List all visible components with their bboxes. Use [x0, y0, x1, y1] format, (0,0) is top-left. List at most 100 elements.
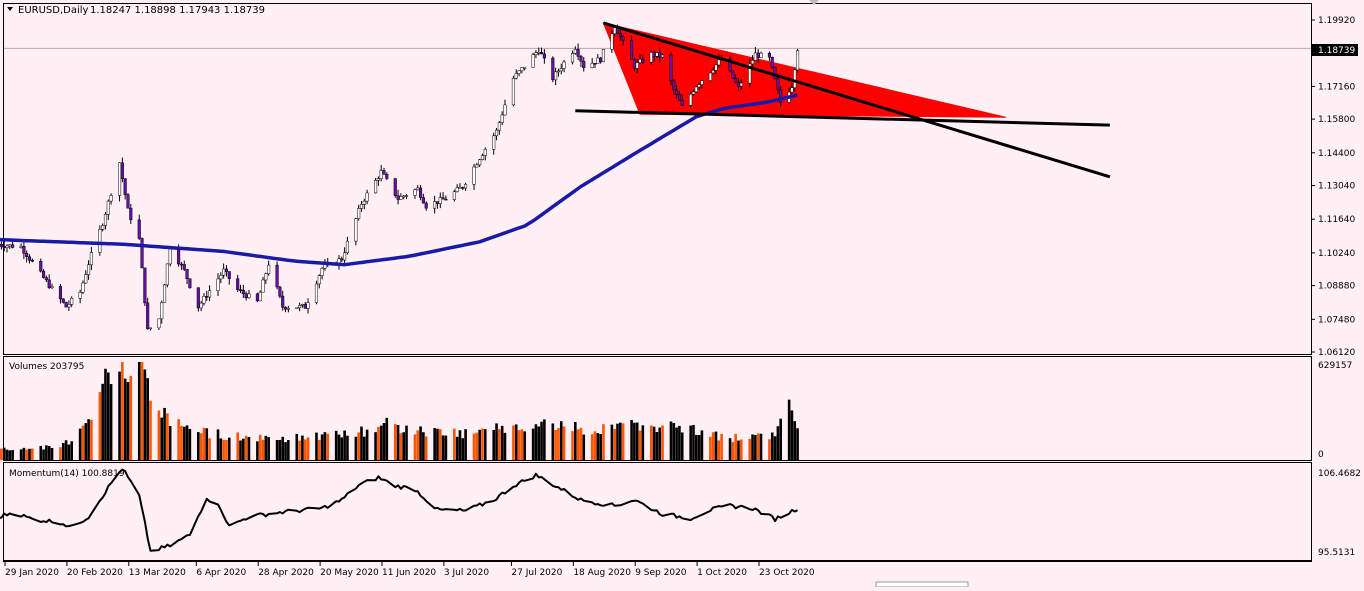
volume-bar [537, 426, 541, 460]
volume-bar [593, 431, 597, 460]
volume-bar [81, 425, 85, 460]
volume-bar [39, 446, 43, 460]
volume-bar [320, 434, 324, 460]
volume-bar [436, 428, 439, 460]
trendline-2[interactable] [575, 109, 1110, 127]
volume-bar [779, 418, 782, 460]
candle-body [185, 269, 189, 279]
candle-body [264, 273, 268, 281]
triangle-fill[interactable] [602, 22, 1006, 118]
candle-body [278, 286, 282, 297]
volume-bar [633, 422, 636, 460]
trendlines[interactable] [575, 21, 1111, 179]
candle-body [613, 27, 617, 34]
candle-body [601, 48, 605, 63]
volume-bar [770, 432, 774, 460]
price-tick-label: 1.06120 [1318, 348, 1355, 358]
candle-body [641, 59, 645, 63]
volume-bar [121, 362, 124, 460]
volume-bar [641, 425, 645, 460]
candle-body [793, 69, 797, 88]
candle-body [22, 246, 26, 254]
volume-bar [700, 430, 704, 460]
volume-bar [635, 422, 639, 460]
candle-body [165, 263, 169, 286]
price-tick-label: 1.07480 [1318, 315, 1355, 325]
candle-body [247, 293, 251, 299]
volume-bar [256, 441, 259, 460]
time-tick-label: 20 May 2020 [320, 568, 379, 578]
volume-bar [365, 429, 369, 460]
candle-body [551, 57, 555, 81]
volume-bar [540, 421, 543, 460]
volume-bar [137, 362, 141, 460]
volume-bar [655, 431, 659, 460]
chart-scroll-tab[interactable] [875, 581, 969, 588]
candle-body [691, 91, 696, 95]
candle-body [177, 248, 181, 265]
volume-bar [464, 429, 467, 460]
volume-bar [242, 438, 245, 460]
volume-bar [551, 423, 555, 460]
trendline-1[interactable] [603, 21, 1111, 179]
candle-body [11, 244, 15, 248]
volume-bar [649, 425, 653, 460]
candle-body [362, 200, 366, 205]
volume-bar [323, 432, 327, 460]
volume-bar [374, 432, 377, 460]
candle-body [570, 53, 575, 63]
candle-body [520, 67, 524, 72]
symbol-menu-icon[interactable] [7, 7, 13, 11]
candle-body [81, 282, 85, 293]
volume-bar [64, 440, 68, 460]
triangle-pattern[interactable] [602, 22, 1006, 118]
volume-bar [571, 431, 574, 460]
candle-body [42, 270, 46, 278]
candle-body [261, 279, 265, 293]
shift-marker-icon[interactable] [809, 0, 819, 5]
moving-average-path [0, 93, 798, 267]
candle-body [25, 252, 29, 257]
volume-bar [503, 432, 507, 460]
candle-body [689, 94, 693, 106]
volume-bar [616, 423, 619, 460]
momentum-max-label: 106.4682 [1318, 469, 1361, 479]
candle-body [714, 64, 718, 71]
candle-body [632, 59, 636, 69]
volume-bar [514, 424, 518, 460]
volume-bar [298, 440, 301, 460]
volume-bar [360, 426, 363, 460]
volume-bar [222, 439, 225, 460]
volume-bar [185, 425, 189, 460]
volume-bar [630, 419, 633, 460]
time-tick-label: 13 Mar 2020 [129, 568, 186, 578]
candle-body [652, 52, 656, 57]
candle-body [542, 53, 546, 59]
volume-bar [658, 427, 662, 460]
volume-bar [720, 433, 723, 460]
candle-body [728, 58, 732, 72]
candle-body [323, 264, 327, 269]
candle-body [303, 304, 307, 309]
momentum-line [0, 468, 799, 552]
volume-bar [734, 433, 737, 460]
volume-bar [737, 440, 740, 460]
volume-bar [382, 423, 386, 460]
volume-bar [258, 434, 262, 460]
volume-bar [512, 425, 515, 460]
candle-body [675, 89, 679, 95]
current-price-tag [1312, 44, 1358, 56]
candle-body [67, 304, 71, 308]
volume-bar [61, 443, 65, 460]
volume-bar [531, 428, 535, 460]
candle-body [168, 248, 172, 265]
candle-body [444, 198, 448, 201]
volume-bar [680, 432, 684, 460]
candle-body [458, 187, 462, 189]
candle-body [202, 296, 206, 304]
volume-bar [264, 435, 268, 460]
candle-body [562, 61, 566, 69]
volume-bar [199, 433, 203, 460]
candle-body [511, 77, 515, 106]
